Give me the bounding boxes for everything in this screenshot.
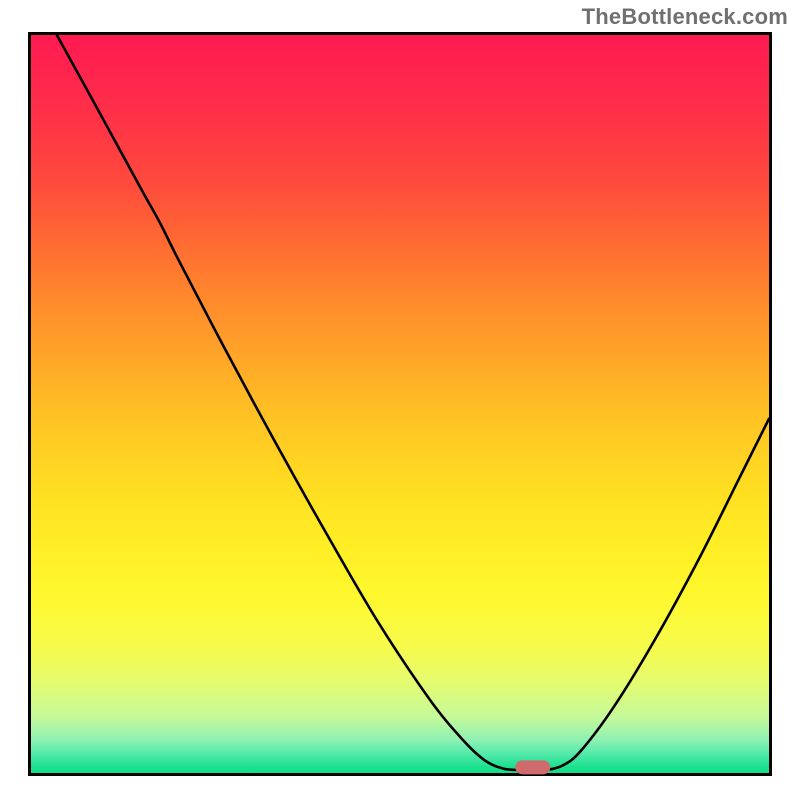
watermark-text: TheBottleneck.com <box>582 4 788 30</box>
chart-container: TheBottleneck.com <box>0 0 800 800</box>
optimal-point-marker <box>515 761 550 774</box>
bottleneck-curve <box>31 35 769 773</box>
